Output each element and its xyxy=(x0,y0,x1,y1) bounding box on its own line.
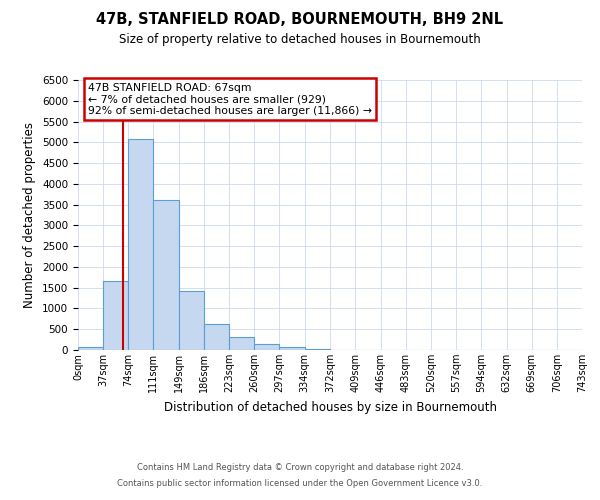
Bar xyxy=(179,291,204,350)
X-axis label: Distribution of detached houses by size in Bournemouth: Distribution of detached houses by size … xyxy=(163,400,497,413)
Text: Size of property relative to detached houses in Bournemouth: Size of property relative to detached ho… xyxy=(119,32,481,46)
Text: Contains HM Land Registry data © Crown copyright and database right 2024.: Contains HM Land Registry data © Crown c… xyxy=(137,464,463,472)
Bar xyxy=(280,346,305,350)
Text: 47B, STANFIELD ROAD, BOURNEMOUTH, BH9 2NL: 47B, STANFIELD ROAD, BOURNEMOUTH, BH9 2N… xyxy=(97,12,503,28)
Bar xyxy=(305,349,331,350)
Bar xyxy=(128,139,153,350)
Bar xyxy=(153,200,179,350)
Bar xyxy=(78,347,103,350)
Bar xyxy=(204,324,229,350)
Bar xyxy=(103,282,128,350)
Text: Contains public sector information licensed under the Open Government Licence v3: Contains public sector information licen… xyxy=(118,478,482,488)
Bar xyxy=(229,337,254,350)
Bar xyxy=(254,344,280,350)
Text: 47B STANFIELD ROAD: 67sqm
← 7% of detached houses are smaller (929)
92% of semi-: 47B STANFIELD ROAD: 67sqm ← 7% of detach… xyxy=(88,82,372,116)
Y-axis label: Number of detached properties: Number of detached properties xyxy=(23,122,37,308)
